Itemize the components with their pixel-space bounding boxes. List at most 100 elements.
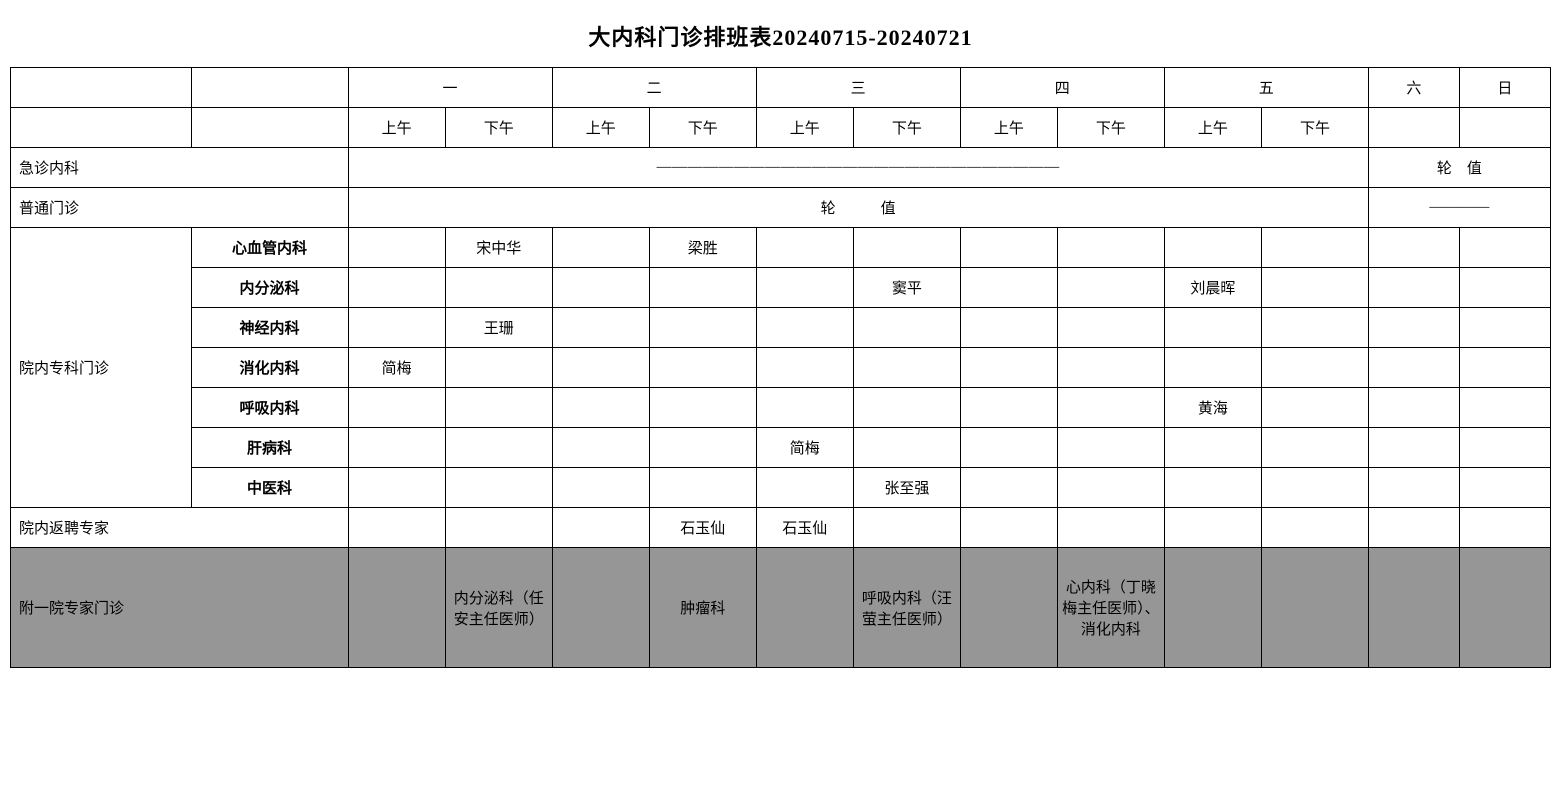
session-tue-am: 上午 [552,108,649,148]
dept-resp: 呼吸内科 [191,388,348,428]
cell [348,308,445,348]
cell [649,388,756,428]
day-sun: 日 [1459,68,1550,108]
general-row: 普通门诊 轮 值 ———— [11,188,1551,228]
blank-cell [1368,108,1459,148]
cell [960,468,1057,508]
blank-cell [11,108,192,148]
cell [348,428,445,468]
dept-endo: 内分泌科 [191,268,348,308]
cell [756,388,853,428]
cell [756,548,853,668]
neuro-mon-pm: 王珊 [445,308,552,348]
day-thu: 四 [960,68,1164,108]
cell [552,548,649,668]
cell [1459,508,1550,548]
cell [445,348,552,388]
affiliated-thu-pm: 心内科（丁晓梅主任医师）、消化内科 [1058,548,1165,668]
cell [960,548,1057,668]
cell [1459,348,1550,388]
cell [1164,468,1261,508]
session-fri-am: 上午 [1164,108,1261,148]
cell [1368,468,1459,508]
cell [1459,308,1550,348]
cell [1368,548,1459,668]
day-mon: 一 [348,68,552,108]
dept-tcm: 中医科 [191,468,348,508]
cell [1459,468,1550,508]
cell [552,428,649,468]
cell [960,428,1057,468]
session-wed-am: 上午 [756,108,853,148]
cell [1164,308,1261,348]
rehired-tue-pm: 石玉仙 [649,508,756,548]
cell [552,348,649,388]
cell [552,308,649,348]
cell [853,348,960,388]
tcm-row: 中医科 张至强 [11,468,1551,508]
session-thu-pm: 下午 [1058,108,1165,148]
cell [1368,268,1459,308]
cell [853,228,960,268]
cell [960,388,1057,428]
cell [1164,548,1261,668]
blank-cell [191,108,348,148]
cell [960,508,1057,548]
gastro-row: 消化内科 简梅 [11,348,1551,388]
schedule-table: 一 二 三 四 五 六 日 上午 下午 上午 下午 上午 下午 上午 下午 上午… [10,67,1551,668]
liver-wed-am: 简梅 [756,428,853,468]
emergency-weekday: —————————————————————————— [348,148,1368,188]
cardio-row: 院内专科门诊 心血管内科 宋中华 梁胜 [11,228,1551,268]
cell [1459,228,1550,268]
cell [960,348,1057,388]
cardio-tue-pm: 梁胜 [649,228,756,268]
cell [1459,388,1550,428]
cell [445,268,552,308]
cell [1262,388,1369,428]
general-weekend: ———— [1368,188,1550,228]
session-mon-am: 上午 [348,108,445,148]
cell [853,508,960,548]
cell [348,228,445,268]
endo-row: 内分泌科 窦平 刘晨晖 [11,268,1551,308]
cell [348,548,445,668]
session-mon-pm: 下午 [445,108,552,148]
cell [1368,308,1459,348]
cell [445,428,552,468]
day-wed: 三 [756,68,960,108]
general-weekday: 轮 值 [348,188,1368,228]
liver-row: 肝病科 简梅 [11,428,1551,468]
cell [348,508,445,548]
cell [1164,228,1261,268]
cell [1262,348,1369,388]
day-fri: 五 [1164,68,1368,108]
category-general: 普通门诊 [11,188,349,228]
endo-fri-am: 刘晨晖 [1164,268,1261,308]
cell [1459,548,1550,668]
dept-neuro: 神经内科 [191,308,348,348]
endo-wed-pm: 窦平 [853,268,960,308]
cell [1262,308,1369,348]
cell [1058,308,1165,348]
header-days-row: 一 二 三 四 五 六 日 [11,68,1551,108]
rehired-wed-am: 石玉仙 [756,508,853,548]
cell [1368,428,1459,468]
cell [960,228,1057,268]
cell [348,268,445,308]
cell [649,268,756,308]
cell [1368,508,1459,548]
affiliated-tue-pm: 肿瘤科 [649,548,756,668]
cell [1368,228,1459,268]
category-emergency: 急诊内科 [11,148,349,188]
cell [756,468,853,508]
cell [853,428,960,468]
day-tue: 二 [552,68,756,108]
blank-cell [11,68,192,108]
cell [756,308,853,348]
cell [445,388,552,428]
cell [1058,228,1165,268]
cell [756,268,853,308]
cell [960,308,1057,348]
dept-gastro: 消化内科 [191,348,348,388]
cell [1262,428,1369,468]
